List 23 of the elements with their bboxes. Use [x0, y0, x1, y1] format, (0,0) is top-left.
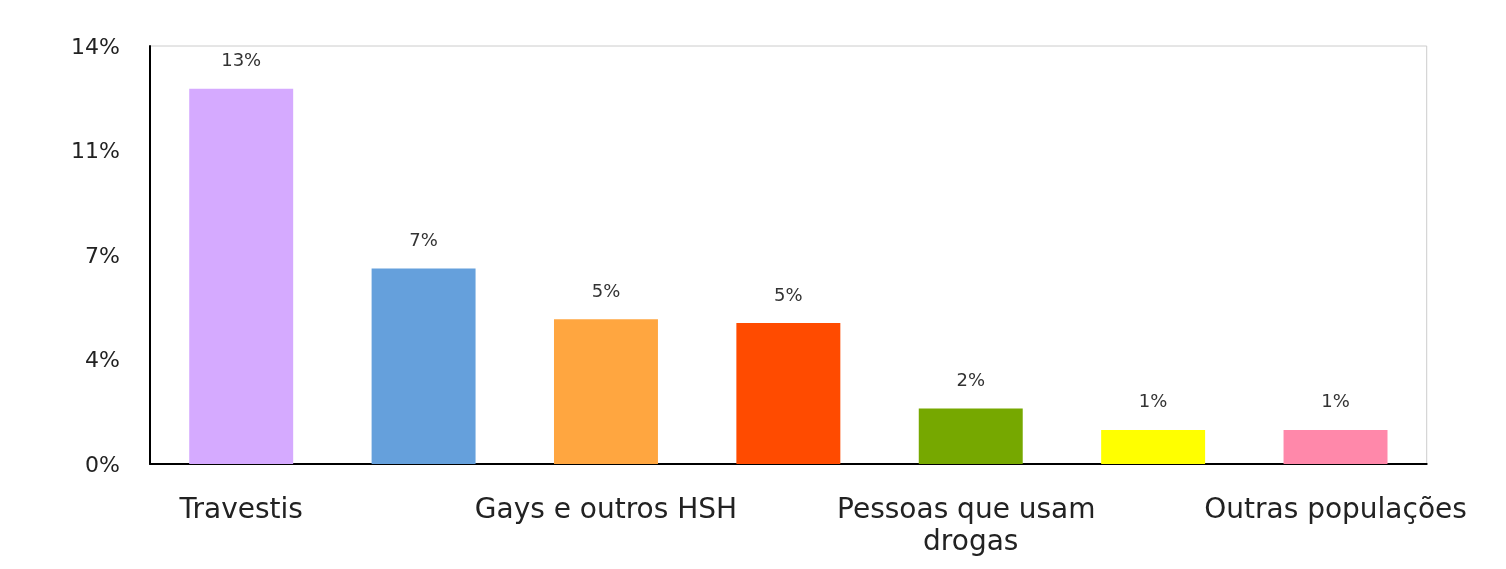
data-label: 1%	[1138, 390, 1168, 412]
x-tick-label: Outras populações	[1204, 491, 1467, 525]
data-label: 5%	[591, 279, 621, 301]
y-tick-label: 11%	[71, 138, 120, 163]
bar	[736, 323, 841, 464]
bar	[189, 88, 294, 464]
x-tick-label: Travestis	[178, 491, 303, 525]
bar	[918, 408, 1023, 464]
data-label: 1%	[1321, 390, 1350, 412]
y-tick-label: 7%	[85, 242, 120, 268]
y-tick-label: 4%	[85, 347, 120, 372]
bar	[1283, 429, 1388, 464]
bar	[553, 319, 658, 464]
y-tick-label: 0%	[85, 451, 120, 477]
bar	[1101, 429, 1206, 464]
data-label: 5%	[774, 283, 803, 305]
x-tick-label: Pessoas que usam drogas	[837, 491, 1105, 557]
data-label: 7%	[409, 228, 438, 250]
data-label: 2%	[956, 368, 986, 390]
bar	[371, 268, 476, 464]
x-tick-label: Gays e outros HSH	[474, 491, 738, 525]
data-label: 13%	[221, 49, 262, 71]
y-tick-label: 14%	[71, 33, 120, 59]
